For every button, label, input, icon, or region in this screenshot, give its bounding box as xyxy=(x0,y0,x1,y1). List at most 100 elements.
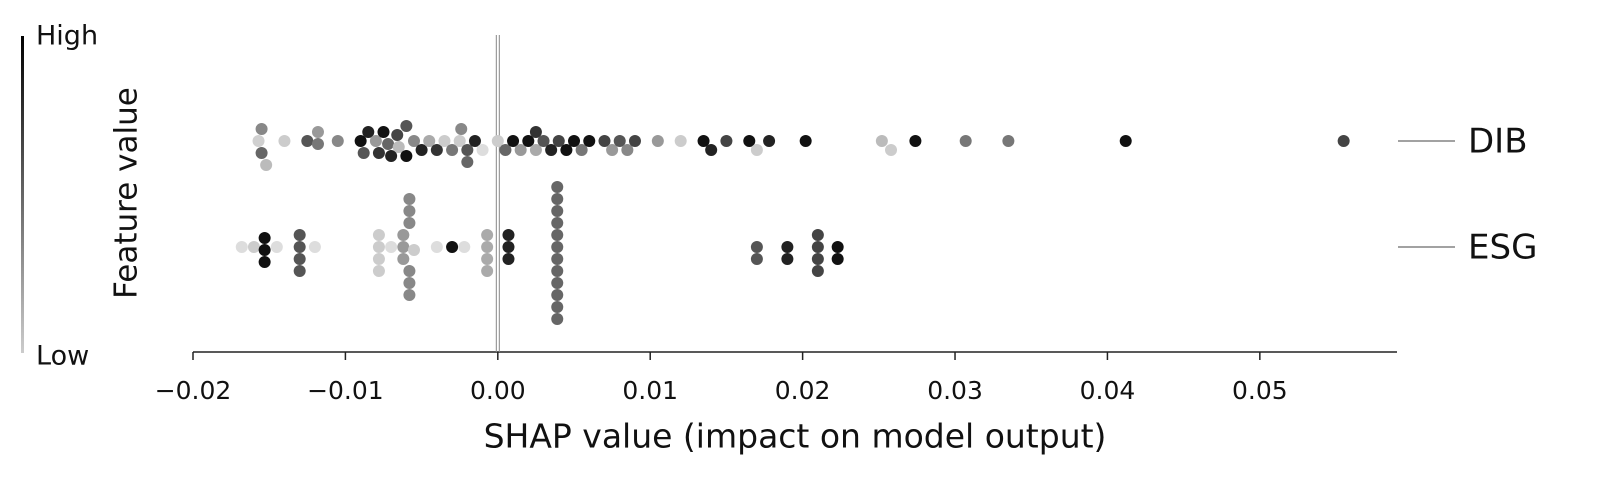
dot xyxy=(551,289,564,301)
dot xyxy=(537,135,550,147)
dot xyxy=(397,229,410,241)
dot xyxy=(781,241,794,253)
dot xyxy=(372,241,385,253)
dot xyxy=(293,241,306,253)
x-tick-label: 0.01 xyxy=(622,376,678,405)
dot xyxy=(959,135,972,147)
dot xyxy=(750,253,763,265)
colorbar-label: Feature value xyxy=(109,87,145,299)
dot xyxy=(551,229,564,241)
dot xyxy=(481,253,494,265)
dot xyxy=(453,135,466,147)
feature-label: ESG xyxy=(1468,228,1537,268)
dot xyxy=(385,150,398,162)
dot xyxy=(831,241,844,253)
dot xyxy=(545,144,558,156)
dot xyxy=(372,229,385,241)
dot xyxy=(400,120,413,132)
dot xyxy=(468,135,481,147)
dot xyxy=(481,229,494,241)
dot xyxy=(720,135,733,147)
dot xyxy=(369,135,382,147)
dot xyxy=(391,129,404,141)
dot xyxy=(372,265,385,277)
dot xyxy=(507,135,520,147)
dot xyxy=(255,123,268,135)
dot xyxy=(1119,135,1132,147)
dot xyxy=(651,135,664,147)
dot xyxy=(392,141,405,153)
dot xyxy=(781,253,794,265)
dot xyxy=(529,144,542,156)
dot xyxy=(514,144,527,156)
dot xyxy=(357,147,370,159)
dot xyxy=(293,253,306,265)
dot xyxy=(481,241,494,253)
dot xyxy=(697,135,710,147)
dot xyxy=(455,123,468,135)
dot xyxy=(258,232,271,244)
dot xyxy=(502,253,515,265)
dot xyxy=(293,265,306,277)
dot xyxy=(551,277,564,289)
dot xyxy=(551,193,564,205)
dot xyxy=(423,135,436,147)
dot xyxy=(407,135,420,147)
dot xyxy=(799,135,812,147)
dot xyxy=(258,256,271,268)
dot xyxy=(551,265,564,277)
dot xyxy=(461,144,474,156)
dot xyxy=(831,253,844,265)
dot xyxy=(311,138,324,150)
dot xyxy=(811,265,824,277)
dot xyxy=(362,126,375,138)
dot xyxy=(407,244,420,256)
dot xyxy=(260,159,273,171)
dot xyxy=(522,135,535,147)
x-tick-label: −0.01 xyxy=(307,376,384,405)
x-tick-label: 0.02 xyxy=(775,376,831,405)
dot xyxy=(529,126,542,138)
dot xyxy=(606,144,619,156)
dot xyxy=(551,301,564,313)
dot xyxy=(499,144,512,156)
dot xyxy=(301,135,314,147)
x-tick-label: 0.03 xyxy=(927,376,983,405)
x-tick-label: −0.02 xyxy=(155,376,232,405)
dot xyxy=(403,289,416,301)
dot xyxy=(743,135,756,147)
colorbar-low: Low xyxy=(36,341,89,372)
dot xyxy=(568,135,581,147)
dot xyxy=(403,265,416,277)
dot xyxy=(811,241,824,253)
dot xyxy=(502,229,515,241)
dot xyxy=(331,135,344,147)
x-tick-label: 0.00 xyxy=(470,376,526,405)
dot xyxy=(481,265,494,277)
dot xyxy=(674,135,687,147)
dot xyxy=(278,135,291,147)
colorbar-high: High xyxy=(36,21,98,52)
dot xyxy=(613,135,626,147)
dot xyxy=(354,135,367,147)
dot xyxy=(551,217,564,229)
dot xyxy=(875,135,888,147)
dot xyxy=(1337,135,1350,147)
x-tick-label: 0.04 xyxy=(1080,376,1136,405)
dot xyxy=(235,241,248,253)
dot xyxy=(575,144,588,156)
dot xyxy=(400,150,413,162)
dot xyxy=(909,135,922,147)
colorbar xyxy=(21,36,24,353)
dot xyxy=(551,313,564,325)
dot xyxy=(397,241,410,253)
x-tick-label: 0.05 xyxy=(1232,376,1288,405)
dot xyxy=(382,138,395,150)
dot xyxy=(552,135,565,147)
dot xyxy=(258,244,271,256)
dot xyxy=(403,205,416,217)
dot xyxy=(1002,135,1015,147)
dot xyxy=(430,144,443,156)
dot xyxy=(598,135,611,147)
